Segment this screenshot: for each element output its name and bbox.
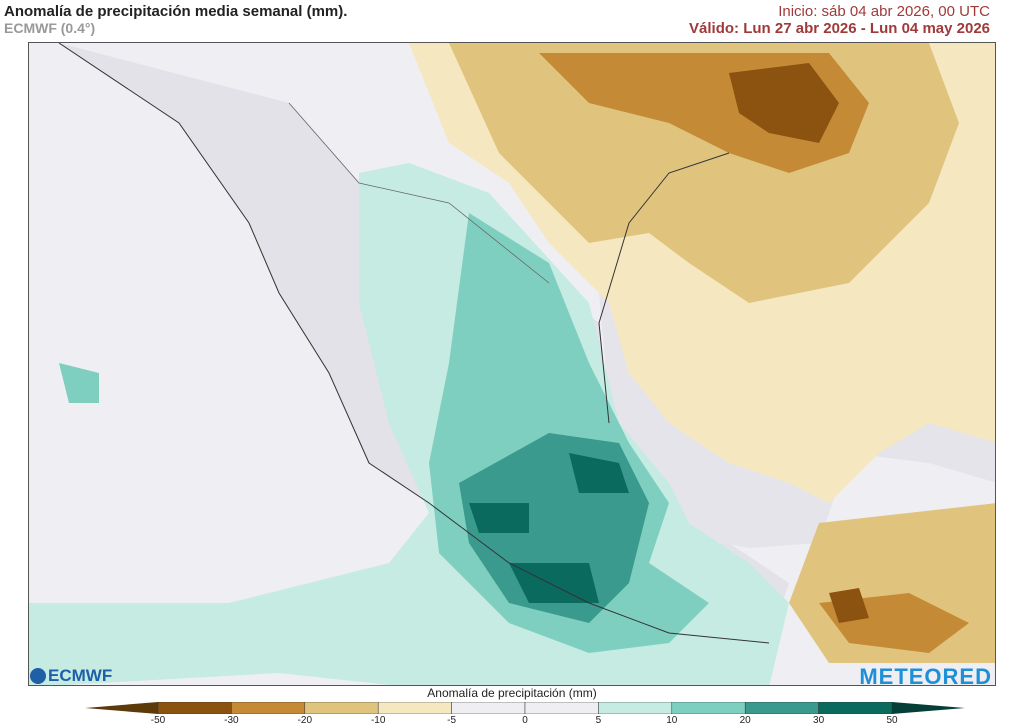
colorbar-tick-label: -20: [297, 715, 313, 726]
valid-period: Válido: Lun 27 abr 2026 - Lun 04 may 202…: [689, 20, 990, 37]
colorbar-segment: [451, 702, 526, 714]
colorbar-ticks: -50 -30 -20 -10 -5 0 5 10 20 30 50: [0, 715, 1024, 727]
model-label: ECMWF (0.4°): [4, 20, 96, 36]
meteored-logo: METEORED: [859, 664, 992, 689]
colorbar-tick-label: -30: [224, 715, 239, 726]
colorbar-segment: [157, 702, 232, 714]
colorbar-segment: [304, 702, 379, 714]
colorbar-segment: [231, 702, 306, 714]
dry-region-south-severe: [829, 588, 869, 623]
colorbar-segment: [377, 702, 452, 714]
colorbar-segment: [598, 702, 673, 714]
ecmwf-logo: ECMWF: [30, 666, 112, 686]
ecmwf-logo-text: ECMWF: [48, 666, 113, 685]
wet-region-heavy: [469, 453, 629, 603]
colorbar-extend-high: [892, 702, 965, 714]
colorbar-tick-label: 0: [522, 715, 528, 726]
colorbar-extend-low: [85, 702, 158, 714]
colorbar-tick-label: 30: [813, 715, 825, 726]
colorbar-label: Anomalía de precipitación (mm): [427, 686, 597, 700]
country-border: [288, 102, 550, 284]
colorbar-segment: [818, 702, 893, 714]
colorbar-segment: [744, 702, 819, 714]
colorbar-tick-label: 20: [739, 715, 751, 726]
colorbar: [85, 702, 965, 714]
dry-region-severe: [729, 63, 839, 143]
coastline: [58, 43, 770, 644]
precipitation-anomaly-map[interactable]: [28, 42, 996, 686]
wet-region-pacific: [59, 363, 99, 403]
map-canvas: [29, 43, 995, 685]
init-time: Inicio: sáb 04 abr 2026, 00 UTC: [778, 3, 990, 20]
ecmwf-globe-icon: [30, 668, 46, 684]
colorbar-tick-label: -50: [150, 715, 166, 726]
colorbar-tick-label: 50: [886, 715, 898, 726]
colorbar-tick-label: 5: [595, 715, 602, 726]
colorbar-segment: [671, 702, 746, 714]
colorbar-tick-label: -5: [447, 715, 457, 726]
map-title: Anomalía de precipitación media semanal …: [4, 3, 348, 20]
colorbar-tick-label: -10: [370, 715, 386, 726]
colorbar-tick-label: 10: [666, 715, 678, 726]
colorbar-segment: [524, 702, 599, 714]
